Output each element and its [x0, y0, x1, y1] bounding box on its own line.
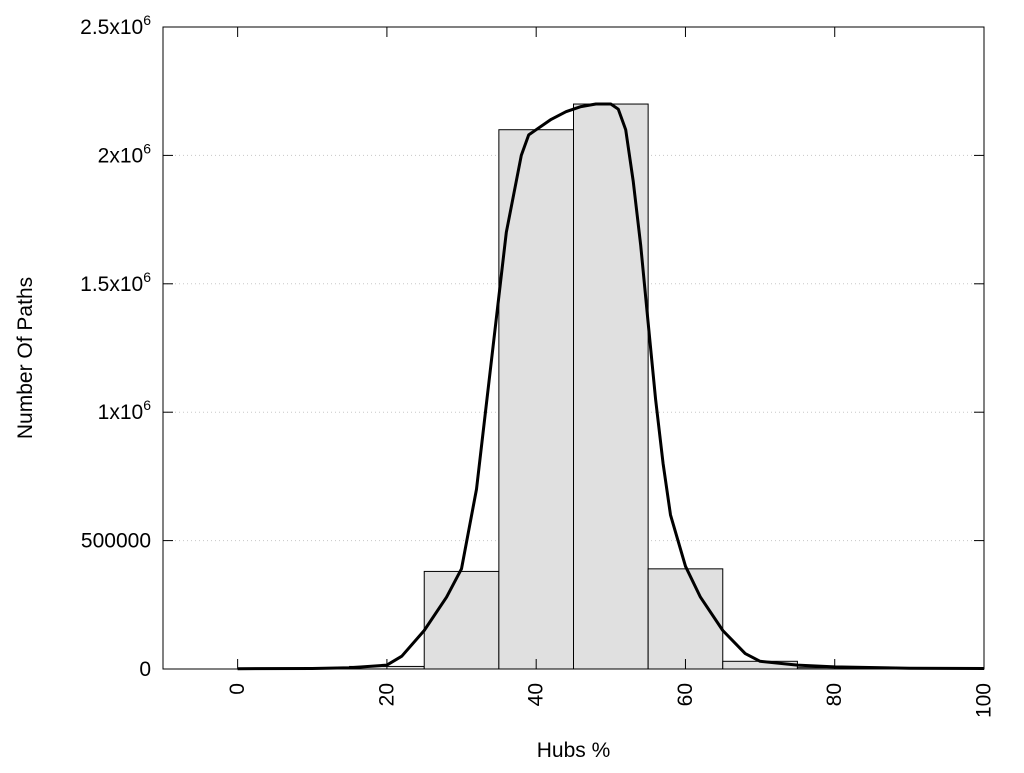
y-tick-label: 0	[139, 658, 151, 681]
histogram-bar	[423, 570, 500, 670]
y-tick-label: 2.5x106	[80, 12, 151, 39]
x-tick-label: 60	[674, 683, 697, 706]
x-axis-title: Hubs %	[537, 739, 611, 762]
plot-frame	[162, 26, 985, 670]
bars-layer	[349, 103, 948, 670]
y-tick-label: 2x106	[98, 140, 152, 167]
x-tick-label: 20	[375, 683, 398, 706]
x-tick-label: 0	[226, 683, 249, 695]
x-tick-label: 100	[973, 683, 996, 718]
curve-layer	[237, 102, 985, 671]
x-tick-label: 40	[525, 683, 548, 706]
y-tick-label: 1.5x106	[80, 269, 151, 296]
fit-curve	[237, 102, 985, 671]
grid-layer	[163, 154, 984, 542]
histogram-bar	[498, 129, 575, 670]
y-tick-label: 500000	[81, 530, 151, 553]
x-tick-label: 80	[823, 683, 846, 706]
y-ticks: 0 500000 1x106 1.5x106 2x106 2.5x106	[80, 12, 984, 681]
histogram-bar	[573, 103, 649, 670]
x-ticks: 0 20 40 60 80 100	[226, 27, 996, 718]
histogram-bar	[647, 568, 724, 670]
y-axis-title: Number Of Paths	[14, 277, 37, 439]
y-tick-label: 1x106	[98, 397, 152, 424]
